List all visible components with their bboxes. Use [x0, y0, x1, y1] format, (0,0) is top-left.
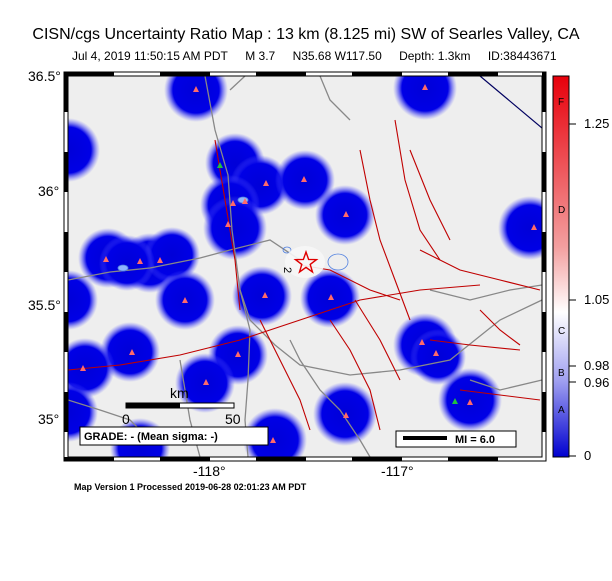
event-location: N35.68 W117.50: [292, 49, 382, 63]
colorbar-ticks: [569, 123, 576, 457]
colorbar-letter-b: B: [558, 368, 565, 379]
lat-label-35-5: 35.5°: [28, 297, 61, 313]
station-markers-green: [217, 162, 458, 404]
colorbar-letter-d: D: [558, 205, 566, 216]
grade-box: [79, 426, 269, 446]
state-border: [479, 76, 542, 129]
contour-label: 2: [281, 266, 294, 274]
event-info: Jul 4, 2019 11:50:15 AM PDT M 3.7 N35.68…: [72, 49, 571, 63]
lon-label-118: -118°: [193, 463, 226, 479]
lat-label-36: 36°: [38, 183, 60, 199]
faults: [68, 119, 541, 431]
mi-legend-label: MI = 6.0: [455, 434, 496, 446]
scale-bar: [125, 402, 235, 409]
colorbar-tick-0: 0: [584, 448, 592, 463]
colorbar: [552, 75, 570, 458]
lat-label-35: 35°: [38, 411, 60, 427]
lat-label-36-5: 36.5°: [28, 68, 61, 84]
lakes: [117, 196, 349, 272]
scale-bar-unit: km: [170, 385, 189, 401]
grade-label: GRADE: - (Mean sigma: -): [84, 431, 218, 443]
scale-bar-zero: 0: [122, 411, 130, 427]
event-datetime: Jul 4, 2019 11:50:15 AM PDT: [72, 49, 228, 63]
mi-legend-line: [403, 436, 447, 440]
epicenter-halo: [285, 246, 325, 278]
colorbar-tick-1-05: 1.05: [584, 292, 610, 307]
colorbar-tick-1-25: 1.25: [584, 116, 610, 131]
event-magnitude: M 3.7: [245, 49, 276, 63]
colorbar-letter-c: C: [558, 326, 566, 337]
scale-bar-max: 50: [225, 411, 241, 427]
epicenter-star: [293, 249, 319, 274]
station-markers: [80, 84, 537, 443]
colorbar-tick-0-98: 0.98: [584, 358, 610, 373]
map-title: CISN/cgs Uncertainty Ratio Map : 13 km (…: [32, 26, 580, 43]
frame-ticks: [64, 72, 546, 461]
colorbar-letter-f: F: [558, 97, 565, 108]
event-id: ID:38443671: [487, 49, 557, 63]
event-depth: Depth: 1.3km: [399, 49, 471, 63]
version-footer: Map Version 1 Processed 2019-06-28 02:01…: [74, 482, 307, 492]
lon-label-117: -117°: [381, 463, 414, 479]
colorbar-letter-a: A: [558, 405, 565, 416]
mi-legend-box: [395, 430, 517, 448]
colorbar-tick-0-96: 0.96: [584, 375, 610, 390]
